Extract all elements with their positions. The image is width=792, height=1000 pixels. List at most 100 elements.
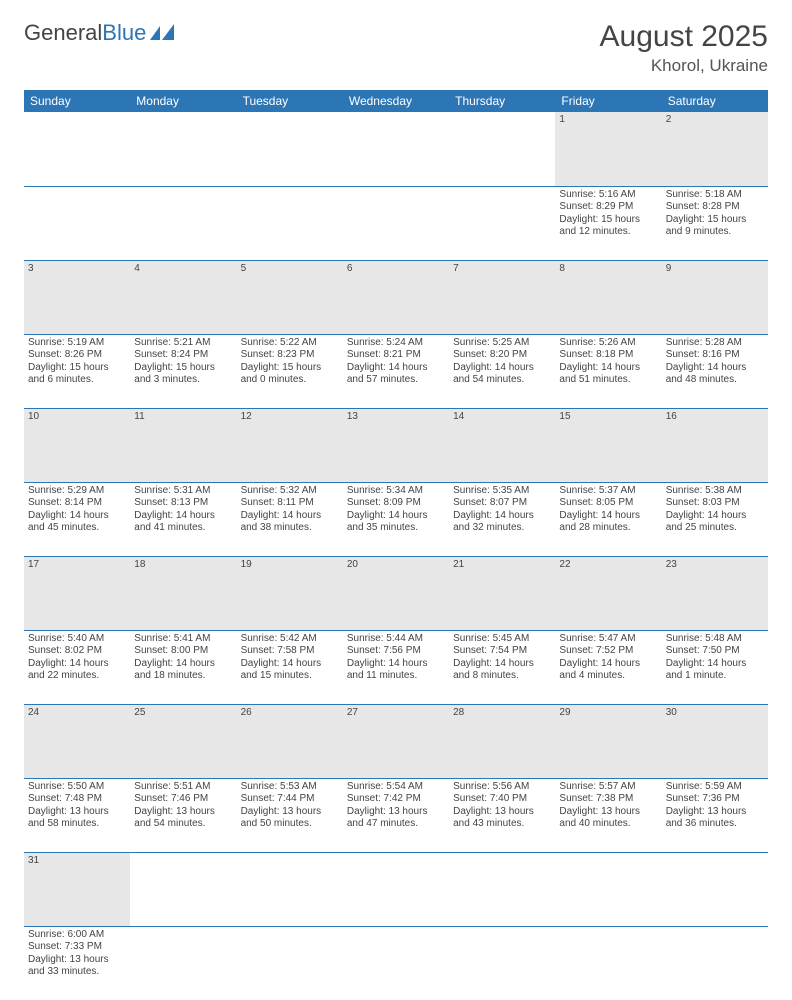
day-cell: Sunrise: 5:28 AMSunset: 8:16 PMDaylight:… [662, 334, 768, 408]
daylight-text: and 36 minutes. [666, 818, 764, 831]
day-cell: Sunrise: 5:31 AMSunset: 8:13 PMDaylight:… [130, 482, 236, 556]
daylight-text: and 8 minutes. [453, 670, 551, 683]
day-cell: Sunrise: 5:56 AMSunset: 7:40 PMDaylight:… [449, 778, 555, 852]
day-cell: Sunrise: 5:44 AMSunset: 7:56 PMDaylight:… [343, 630, 449, 704]
daylight-text: and 35 minutes. [347, 522, 445, 535]
day-number-row: 24252627282930 [24, 704, 768, 778]
day-number [662, 852, 768, 926]
sunrise-text: Sunrise: 5:29 AM [28, 485, 126, 498]
day-number-row: 31 [24, 852, 768, 926]
day-header-row: SundayMondayTuesdayWednesdayThursdayFrid… [24, 90, 768, 112]
sunrise-text: Sunrise: 5:48 AM [666, 633, 764, 646]
sunset-text: Sunset: 7:56 PM [347, 645, 445, 658]
day-cell: Sunrise: 5:45 AMSunset: 7:54 PMDaylight:… [449, 630, 555, 704]
sunset-text: Sunset: 7:40 PM [453, 793, 551, 806]
sunset-text: Sunset: 7:50 PM [666, 645, 764, 658]
day-number: 6 [343, 260, 449, 334]
day-cell: Sunrise: 5:19 AMSunset: 8:26 PMDaylight:… [24, 334, 130, 408]
sunset-text: Sunset: 8:29 PM [559, 201, 657, 214]
sunrise-text: Sunrise: 5:19 AM [28, 337, 126, 350]
sunrise-text: Sunrise: 5:22 AM [241, 337, 339, 350]
day-cell: Sunrise: 5:34 AMSunset: 8:09 PMDaylight:… [343, 482, 449, 556]
day-number: 29 [555, 704, 661, 778]
daylight-text: and 54 minutes. [453, 374, 551, 387]
sunrise-text: Sunrise: 5:21 AM [134, 337, 232, 350]
daylight-text: Daylight: 13 hours [134, 806, 232, 819]
daylight-text: Daylight: 14 hours [347, 510, 445, 523]
daylight-text: and 0 minutes. [241, 374, 339, 387]
daylight-text: Daylight: 14 hours [241, 658, 339, 671]
day-number: 24 [24, 704, 130, 778]
day-number: 31 [24, 852, 130, 926]
sunset-text: Sunset: 8:28 PM [666, 201, 764, 214]
day-cell [237, 926, 343, 1000]
daylight-text: and 32 minutes. [453, 522, 551, 535]
day-number: 25 [130, 704, 236, 778]
day-number: 13 [343, 408, 449, 482]
sunset-text: Sunset: 7:33 PM [28, 941, 126, 954]
sunset-text: Sunset: 8:09 PM [347, 497, 445, 510]
day-number: 21 [449, 556, 555, 630]
day-cell: Sunrise: 5:40 AMSunset: 8:02 PMDaylight:… [24, 630, 130, 704]
sunset-text: Sunset: 7:54 PM [453, 645, 551, 658]
daylight-text: and 45 minutes. [28, 522, 126, 535]
day-number: 7 [449, 260, 555, 334]
sunrise-text: Sunrise: 5:51 AM [134, 781, 232, 794]
sunrise-text: Sunrise: 6:00 AM [28, 929, 126, 942]
daylight-text: and 38 minutes. [241, 522, 339, 535]
sunrise-text: Sunrise: 5:42 AM [241, 633, 339, 646]
sunrise-text: Sunrise: 5:40 AM [28, 633, 126, 646]
month-title: August 2025 [600, 20, 768, 54]
daylight-text: Daylight: 14 hours [453, 510, 551, 523]
day-number: 12 [237, 408, 343, 482]
day-number [449, 112, 555, 186]
day-number: 9 [662, 260, 768, 334]
daylight-text: Daylight: 14 hours [559, 362, 657, 375]
day-number: 11 [130, 408, 236, 482]
day-cell [343, 186, 449, 260]
day-cell: Sunrise: 5:42 AMSunset: 7:58 PMDaylight:… [237, 630, 343, 704]
daylight-text: Daylight: 14 hours [347, 658, 445, 671]
sunrise-text: Sunrise: 5:38 AM [666, 485, 764, 498]
daylight-text: Daylight: 15 hours [134, 362, 232, 375]
day-number [343, 852, 449, 926]
daylight-text: Daylight: 14 hours [241, 510, 339, 523]
sunrise-text: Sunrise: 5:54 AM [347, 781, 445, 794]
day-number-row: 17181920212223 [24, 556, 768, 630]
daylight-text: and 54 minutes. [134, 818, 232, 831]
daylight-text: and 33 minutes. [28, 966, 126, 979]
sunrise-text: Sunrise: 5:28 AM [666, 337, 764, 350]
daylight-text: Daylight: 14 hours [559, 510, 657, 523]
day-number: 30 [662, 704, 768, 778]
day-cell: Sunrise: 5:21 AMSunset: 8:24 PMDaylight:… [130, 334, 236, 408]
day-number: 18 [130, 556, 236, 630]
day-number [24, 112, 130, 186]
daylight-text: and 47 minutes. [347, 818, 445, 831]
daylight-text: Daylight: 14 hours [28, 510, 126, 523]
day-number: 17 [24, 556, 130, 630]
sunset-text: Sunset: 8:11 PM [241, 497, 339, 510]
day-number: 27 [343, 704, 449, 778]
day-number [555, 852, 661, 926]
day-number: 10 [24, 408, 130, 482]
day-number [130, 112, 236, 186]
week-row: Sunrise: 5:19 AMSunset: 8:26 PMDaylight:… [24, 334, 768, 408]
day-number: 5 [237, 260, 343, 334]
day-number: 26 [237, 704, 343, 778]
sunset-text: Sunset: 8:02 PM [28, 645, 126, 658]
sunset-text: Sunset: 8:21 PM [347, 349, 445, 362]
day-cell: Sunrise: 5:41 AMSunset: 8:00 PMDaylight:… [130, 630, 236, 704]
day-cell: Sunrise: 5:29 AMSunset: 8:14 PMDaylight:… [24, 482, 130, 556]
day-cell: Sunrise: 5:24 AMSunset: 8:21 PMDaylight:… [343, 334, 449, 408]
week-row: Sunrise: 5:16 AMSunset: 8:29 PMDaylight:… [24, 186, 768, 260]
day-cell: Sunrise: 5:47 AMSunset: 7:52 PMDaylight:… [555, 630, 661, 704]
daylight-text: Daylight: 14 hours [347, 362, 445, 375]
day-number: 28 [449, 704, 555, 778]
day-header: Tuesday [237, 90, 343, 112]
sunrise-text: Sunrise: 5:45 AM [453, 633, 551, 646]
sunset-text: Sunset: 8:18 PM [559, 349, 657, 362]
day-cell: Sunrise: 5:37 AMSunset: 8:05 PMDaylight:… [555, 482, 661, 556]
sunrise-text: Sunrise: 5:25 AM [453, 337, 551, 350]
daylight-text: and 41 minutes. [134, 522, 232, 535]
week-row: Sunrise: 5:50 AMSunset: 7:48 PMDaylight:… [24, 778, 768, 852]
